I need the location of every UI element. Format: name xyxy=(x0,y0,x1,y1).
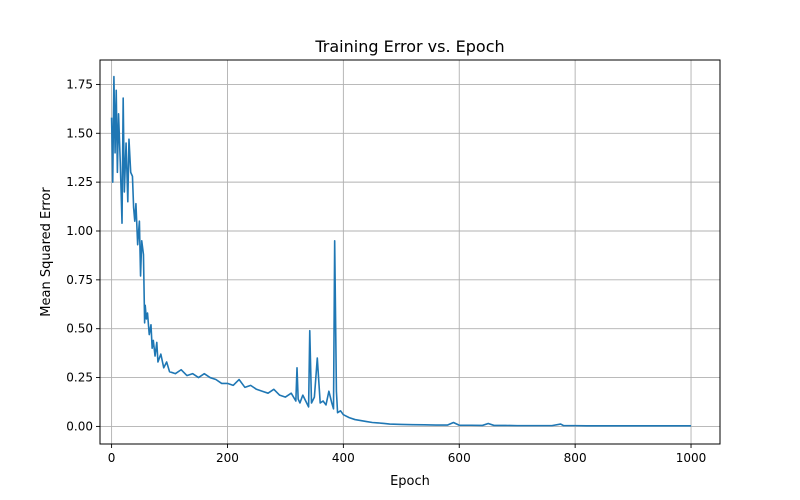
x-axis-label: Epoch xyxy=(390,474,430,489)
x-tick-label: 800 xyxy=(564,451,587,465)
plot-frame xyxy=(99,59,721,445)
x-tick-label: 200 xyxy=(216,451,239,465)
x-tick-label: 600 xyxy=(448,451,471,465)
y-axis-label: Mean Squared Error xyxy=(39,187,54,317)
series-line xyxy=(110,75,692,427)
y-tick-label: 1.00 xyxy=(66,224,93,238)
x-axis: 0 200 400 600 800 1000 xyxy=(108,444,707,465)
y-tick-label: 1.25 xyxy=(66,175,93,189)
y-tick-label: 0.50 xyxy=(66,322,93,336)
series-layer xyxy=(110,75,692,427)
y-tick-label: 0.00 xyxy=(66,419,93,433)
y-tick-label: 1.50 xyxy=(66,126,93,140)
y-axis: 0.00 0.25 0.50 0.75 1.00 1.25 1.50 1.75 xyxy=(66,77,100,433)
x-tick-label: 0 xyxy=(108,451,116,465)
y-tick-label: 1.75 xyxy=(66,77,93,91)
y-tick-label: 0.25 xyxy=(66,371,93,385)
grid xyxy=(100,60,720,444)
x-tick-label: 400 xyxy=(332,451,355,465)
y-tick-label: 0.75 xyxy=(66,273,93,287)
x-tick-label: 1000 xyxy=(676,451,707,465)
chart-title: Training Error vs. Epoch xyxy=(314,37,504,56)
